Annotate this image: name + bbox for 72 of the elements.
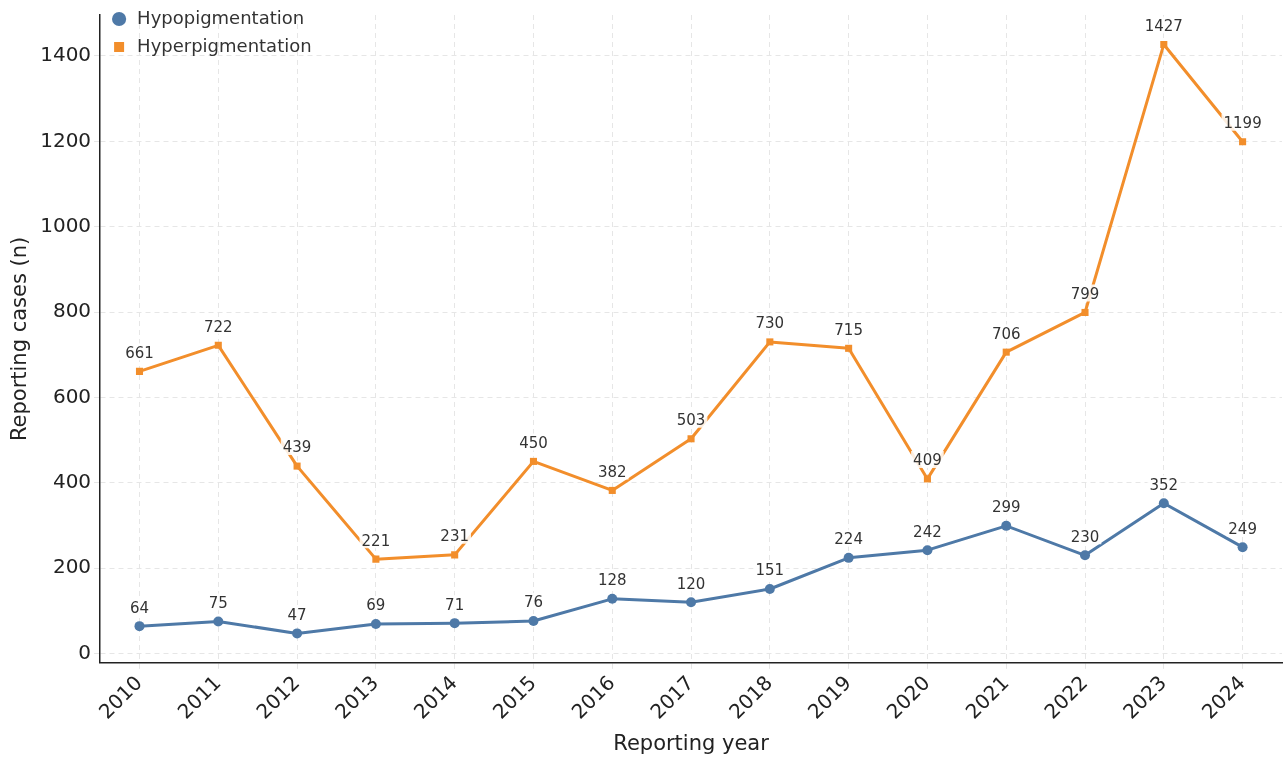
- point: [135, 367, 144, 375]
- data-label: 439: [282, 438, 312, 457]
- data-label: 64: [129, 598, 150, 617]
- point: [213, 616, 224, 627]
- data-label: 722: [203, 317, 233, 336]
- point: [1002, 348, 1010, 356]
- point: [214, 341, 222, 349]
- point: [1158, 498, 1169, 509]
- data-label: 71: [445, 595, 465, 614]
- point: [372, 555, 380, 563]
- data-label: 151: [755, 561, 785, 580]
- data-label: 242: [913, 522, 942, 541]
- point: [607, 593, 618, 604]
- point: [923, 475, 931, 483]
- y-tick-label: 1400: [40, 42, 92, 67]
- y-tick-label: 800: [52, 298, 92, 323]
- point: [293, 462, 301, 470]
- data-label: 409: [913, 451, 942, 470]
- data-label: 730: [755, 314, 785, 333]
- point: [687, 435, 695, 443]
- point: [528, 616, 539, 627]
- point: [686, 597, 697, 608]
- y-tick-label: 600: [52, 383, 92, 408]
- y-tick-label: 0: [78, 639, 92, 664]
- data-label: 706: [991, 324, 1021, 343]
- point: [1160, 40, 1168, 48]
- data-label: 249: [1228, 519, 1257, 538]
- point: [1080, 550, 1091, 561]
- point: [764, 584, 775, 595]
- data-label: 352: [1149, 475, 1179, 494]
- point: [1001, 520, 1012, 531]
- point: [292, 628, 303, 639]
- data-label: 799: [1070, 284, 1100, 303]
- data-label: 1199: [1223, 114, 1262, 133]
- data-label: 76: [523, 593, 544, 612]
- point: [1081, 308, 1089, 316]
- point: [370, 619, 381, 629]
- data-label: 128: [597, 571, 627, 590]
- y-tick-label: 1000: [40, 212, 92, 237]
- x-axis-title: Reporting year: [613, 730, 770, 755]
- y-tick-label: 200: [52, 554, 92, 579]
- y-axis-title: Reporting cases (n): [7, 236, 32, 442]
- data-label: 230: [1070, 527, 1100, 546]
- data-label: 120: [676, 574, 706, 593]
- data-label: 382: [597, 462, 627, 481]
- point: [845, 344, 853, 352]
- data-label: 47: [287, 605, 307, 624]
- data-label: 221: [361, 531, 391, 550]
- data-label: 715: [834, 320, 863, 339]
- data-label: 231: [440, 527, 469, 546]
- point: [529, 457, 537, 465]
- point: [843, 552, 854, 563]
- point: [451, 551, 459, 559]
- point: [922, 545, 933, 556]
- point: [1239, 138, 1247, 146]
- data-label: 75: [208, 593, 228, 612]
- data-label: 299: [991, 498, 1021, 517]
- point: [134, 621, 145, 632]
- point: [608, 486, 616, 494]
- data-label: 503: [676, 411, 706, 430]
- y-tick-label: 1200: [40, 127, 92, 152]
- legend-label: Hyperpigmentation: [137, 34, 312, 56]
- data-label: 224: [834, 530, 863, 549]
- data-label: 661: [125, 343, 154, 362]
- data-label: 1427: [1144, 16, 1183, 35]
- point: [449, 618, 460, 629]
- y-tick-label: 400: [52, 468, 92, 493]
- data-label: 69: [366, 596, 386, 615]
- point: [1237, 542, 1248, 553]
- legend-label: Hypopigmentation: [137, 6, 305, 28]
- point: [766, 338, 774, 346]
- data-label: 450: [519, 433, 548, 452]
